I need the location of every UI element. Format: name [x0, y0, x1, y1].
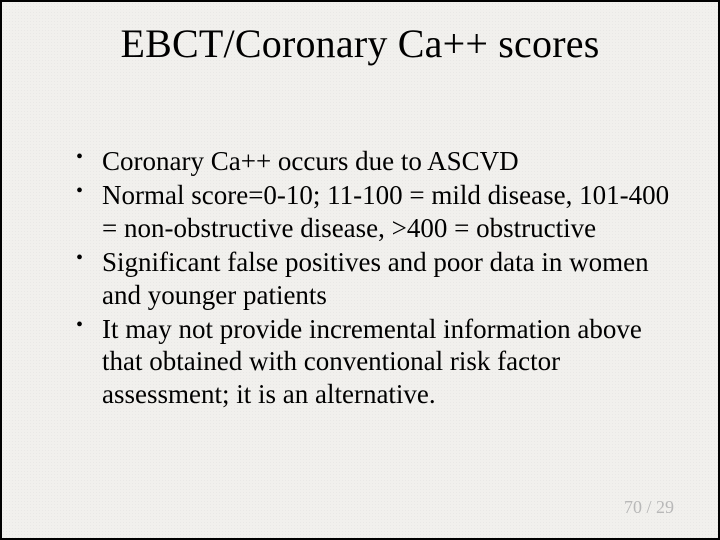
list-item: Normal score=0-10; 11-100 = mild disease… — [82, 179, 682, 244]
list-item: Significant false positives and poor dat… — [82, 246, 682, 311]
bullet-list: Coronary Ca++ occurs due to ASCVD Normal… — [38, 145, 682, 410]
list-item: Coronary Ca++ occurs due to ASCVD — [82, 145, 682, 177]
page-total: 29 — [656, 497, 674, 517]
page-separator: / — [642, 497, 656, 517]
page-number: 70 — [624, 497, 642, 517]
slide-title: EBCT/Coronary Ca++ scores — [38, 20, 682, 67]
slide-container: EBCT/Coronary Ca++ scores Coronary Ca++ … — [0, 0, 720, 540]
list-item: It may not provide incremental informati… — [82, 313, 682, 410]
page-footer: 70 / 29 — [624, 497, 674, 518]
